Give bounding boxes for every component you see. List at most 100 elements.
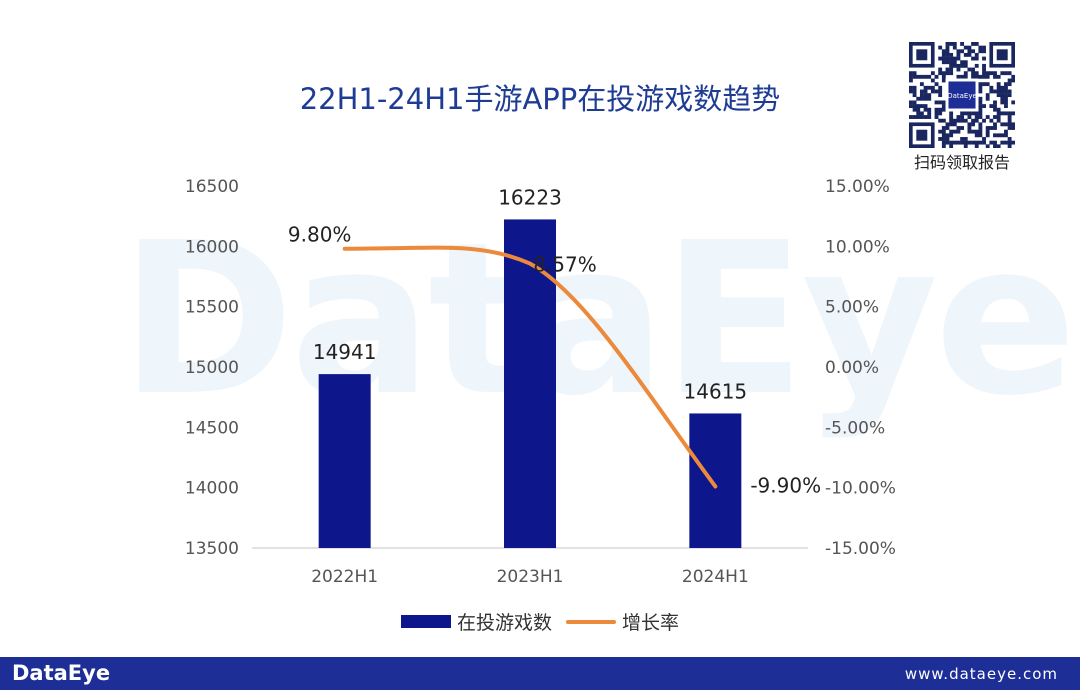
line-data-label: -9.90% [750,473,821,497]
qr-module [1007,78,1012,83]
qr-module [1004,122,1008,127]
qr-module [963,63,968,68]
qr-module [956,63,961,68]
qr-module [949,140,954,145]
qr-module [941,49,946,54]
y-right-tick-label: 15.00% [825,177,890,197]
qr-module [1011,122,1016,127]
qr-module [1007,71,1012,76]
qr-module [1000,93,1005,98]
line-data-label: 8.57% [533,253,597,277]
qr-module [934,82,939,87]
qr-module [927,93,932,98]
qr-module [978,45,983,50]
qr-module [919,89,924,94]
legend-label-line: 增长率 [622,612,680,634]
qr-module [960,74,965,79]
qr-module [945,71,950,76]
qr-module [978,133,983,138]
qr-module [978,89,983,94]
qr-module [978,126,983,130]
qr-module [1000,111,1005,116]
qr-module [960,118,965,123]
qr-module [996,93,1001,98]
y-right-tick-label: 10.00% [825,237,890,257]
qr-module [945,60,950,65]
qr-module [974,71,979,76]
qr-module [934,107,939,112]
qr-module [956,56,961,61]
qr-module [982,118,986,123]
qr-module [1000,133,1005,138]
qr-module [1000,140,1005,145]
qr-module [923,107,928,112]
qr-module [993,89,997,94]
qr-module [996,85,1001,90]
qr-module [945,49,950,54]
qr-module [967,129,972,134]
qr-module [956,115,961,119]
qr-module [945,45,950,50]
qr-module [967,67,972,72]
qr-module [978,100,983,105]
qr-module [945,137,950,141]
qr-module [949,52,954,57]
y-left-tick-label: 15500 [185,298,239,318]
qr-module [945,122,950,127]
y-right-tick-label: 5.00% [825,298,879,318]
qr-module [938,100,943,105]
qr-module [912,74,917,79]
qr-module [930,89,935,94]
qr-module [1000,89,1005,94]
qr-module [945,133,950,138]
qr-module [927,96,932,101]
footer-url-link[interactable]: www.dataeye.com [904,665,1058,683]
qr-module [949,133,954,138]
qr-module [938,107,943,112]
qr-module [956,140,961,145]
y-left-tick-label: 14500 [185,418,239,438]
qr-module [941,74,946,79]
qr-module [963,111,968,116]
qr-module [949,129,954,134]
qr-code-icon: DataEye [909,42,1016,149]
y-left-tick-label: 15000 [185,358,239,378]
qr-module [952,129,957,134]
qr-module [1011,100,1016,105]
qr-module [1004,140,1008,145]
qr-module [941,137,946,141]
qr-module [949,71,954,76]
watermark-text: DataEye [120,197,1077,442]
qr-module [941,60,946,65]
qr-module [941,71,946,76]
qr-module [923,115,928,119]
qr-module [934,89,939,94]
qr-module [930,85,935,90]
qr-module [971,118,975,123]
qr-module [982,63,986,68]
footer-bar: DataEye www.dataeye.com [0,657,1080,690]
legend-item-line: 增长率 [566,608,679,635]
qr-module [1000,96,1005,101]
qr-module [1004,82,1008,87]
qr-module [993,100,997,105]
qr-module [927,115,932,119]
qr-module [993,115,997,119]
qr-module [978,49,983,54]
qr-module [982,82,986,87]
qr-module [952,60,957,65]
qr-module [938,85,943,90]
qr-module [974,52,979,57]
qr-module [978,115,983,119]
qr-code[interactable]: DataEye [909,42,1016,149]
legend-label-bar: 在投游戏数 [456,612,552,634]
legend-swatch-line [566,619,616,624]
qr-module [993,71,997,76]
qr-module [909,104,913,108]
qr-module [1011,126,1016,130]
qr-module [963,74,968,79]
footer-brand-logo: DataEye [12,661,111,685]
qr-module [941,140,946,145]
qr-module [916,96,921,101]
